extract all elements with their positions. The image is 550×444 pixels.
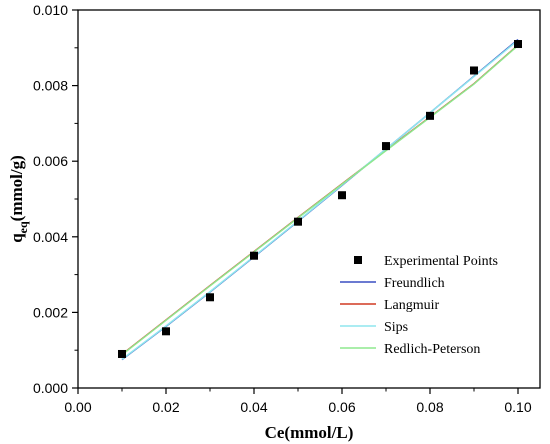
series-line-sips [121,39,519,360]
ticks-layer: 0.00 0.02 0.04 0.06 0.08 0.10 0.000 0.002 0.004 0… [33,2,532,415]
legend-label: Redlich-Peterson [384,342,480,357]
y-tick-label: 0.000 [33,380,68,396]
x-tick-label: 0.10 [504,399,531,415]
experimental-point [250,251,258,260]
data-points-layer [118,40,522,358]
legend: Experimental Points Freundlich Langmuir Sip… [340,254,498,357]
experimental-point [514,40,522,49]
experimental-point [294,217,302,226]
experimental-point [426,111,434,120]
experimental-point [338,191,346,200]
experimental-point [118,349,126,358]
experimental-point [382,142,390,151]
legend-label: Langmuir [384,298,440,313]
legend-label: Freundlich [384,276,445,291]
legend-marker-points [354,256,362,264]
x-tick-label: 0.08 [416,399,443,415]
y-axis-title-subscript: eq [16,221,30,233]
x-tick-label: 0.04 [240,399,267,415]
x-axis-title: Ce(mmol/L) [265,423,354,442]
y-tick-label: 0.008 [33,78,68,94]
legend-label: Sips [384,320,408,335]
experimental-point [162,327,170,336]
y-axis-title-main: q [7,233,26,243]
series-line-freundlich [121,38,519,361]
legend-label: Experimental Points [384,254,498,269]
y-axis-title: qeq(mmol/g) [7,155,30,243]
series-lines-layer [121,38,519,361]
y-tick-label: 0.004 [33,229,68,245]
x-tick-label: 0.00 [64,399,91,415]
y-axis-title-rest: (mmol/g) [7,155,26,221]
x-tick-label: 0.02 [152,399,179,415]
y-tick-label: 0.006 [33,153,68,169]
experimental-point [470,66,478,75]
experimental-point [206,293,214,302]
y-tick-label: 0.010 [33,2,68,18]
y-tick-label: 0.002 [33,304,68,320]
series-line-redlich-peterson [121,44,519,356]
x-tick-label: 0.06 [328,399,355,415]
